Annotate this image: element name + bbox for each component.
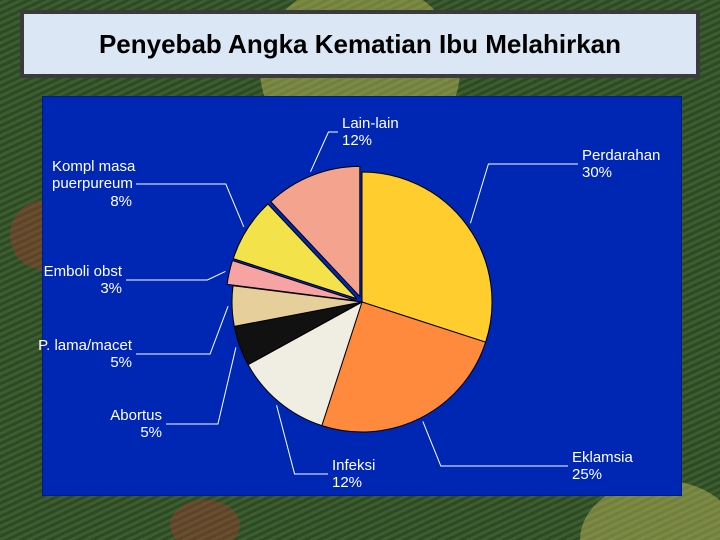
leader-line xyxy=(166,347,236,424)
chart-area: Perdarahan30% Eklamsia25% Infeksi12% Abortu… xyxy=(42,96,682,496)
title-box: Penyebab Angka Kematian Ibu Melahirkan xyxy=(20,10,700,78)
decor-blob xyxy=(170,500,240,540)
pie-slice-label: Abortus5% xyxy=(106,407,162,442)
pie-slice-label: P. lama/macet5% xyxy=(28,337,132,372)
pie-slice-label: Emboli obst3% xyxy=(34,263,122,298)
chart-title: Penyebab Angka Kematian Ibu Melahirkan xyxy=(99,29,621,60)
pie-slice-label: Infeksi12% xyxy=(332,457,375,492)
pie-slice-label: Lain-lain12% xyxy=(342,115,399,150)
pie-slice-label: Perdarahan30% xyxy=(582,147,660,182)
leader-line xyxy=(310,132,338,172)
page-root: Penyebab Angka Kematian Ibu Melahirkan P… xyxy=(0,0,720,540)
leader-line xyxy=(126,271,225,280)
leader-line xyxy=(136,184,244,227)
leader-line xyxy=(423,421,568,466)
leader-line xyxy=(136,306,228,354)
pie-slice-label: Kompl masapuerpureum8% xyxy=(52,158,132,210)
leader-line xyxy=(470,164,578,223)
pie-slice-label: Eklamsia25% xyxy=(572,449,633,484)
